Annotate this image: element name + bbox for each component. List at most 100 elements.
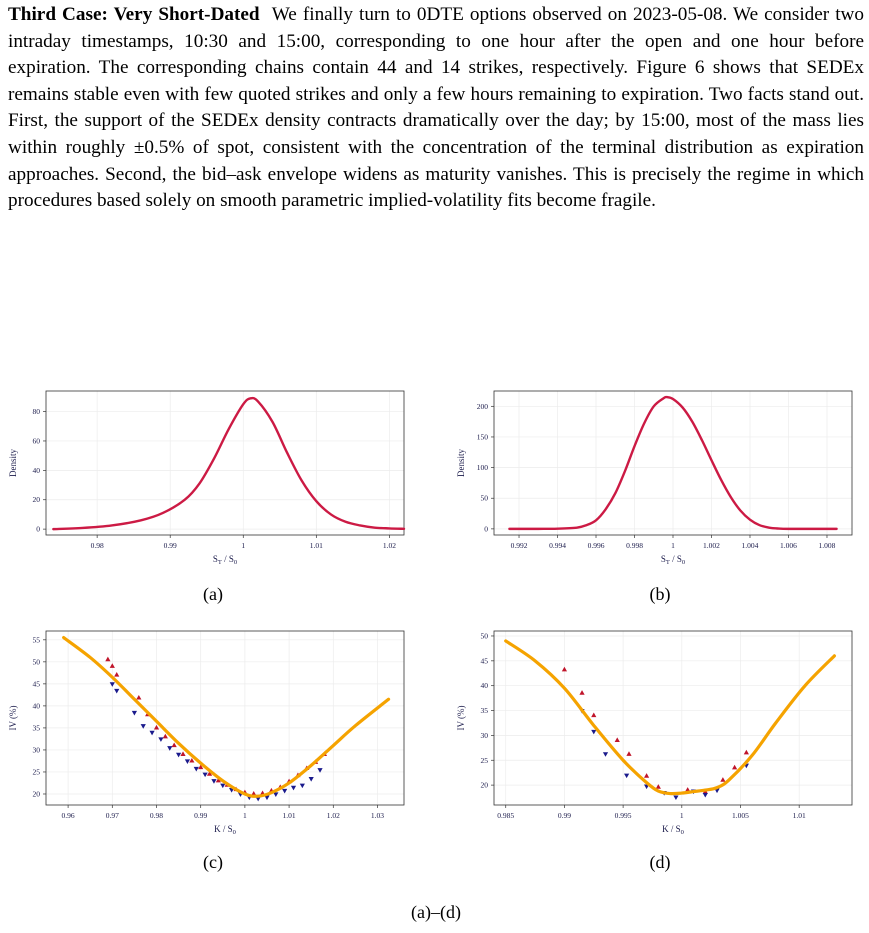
x-axis-label: ST / S0: [661, 554, 685, 566]
y-tick-label: 150: [477, 432, 489, 441]
iv-chart-c: 0.96 0.97 0.98 0.99 1 1.01 1.02 1.03 20 25 30 35 40 4…: [8, 630, 405, 835]
caption-b: (b): [649, 584, 671, 604]
y-tick-label: 40: [481, 681, 489, 690]
x-tick-label: 1.006: [780, 541, 797, 550]
bid-point: [220, 783, 226, 789]
bid-point: [158, 737, 164, 742]
x-tick-label: 1.03: [371, 811, 384, 820]
bid-point: [202, 772, 208, 778]
bid-point: [273, 792, 279, 797]
ask-point: [198, 764, 204, 770]
bid-point: [175, 752, 182, 758]
y-tick-label: 45: [33, 679, 41, 688]
x-axis-label: ST / S0: [213, 554, 237, 566]
y-tick-label: 25: [33, 767, 41, 776]
x-tick-label: 1.01: [310, 541, 323, 550]
x-tick-label: 1: [671, 541, 675, 550]
figure-caption: (a)–(d): [411, 902, 461, 922]
x-tick-label: 1.005: [732, 811, 749, 820]
ask-point: [743, 749, 749, 755]
y-axis-label: IV (%): [8, 705, 18, 730]
x-tick-label: 0.998: [626, 541, 643, 550]
x-tick-label: 0.996: [588, 541, 605, 550]
paragraph-heading: Third Case: Very Short-Dated: [8, 4, 260, 25]
x-axis-label: K / S0: [662, 824, 684, 835]
plot-frame: [493, 630, 853, 806]
ask-point: [206, 771, 213, 776]
bid-point: [193, 766, 199, 772]
ask-point: [732, 764, 738, 770]
bid-point: [673, 795, 679, 801]
y-tick-label: 40: [33, 701, 41, 710]
x-tick-label: 0.98: [150, 811, 163, 820]
bid-point: [255, 796, 261, 802]
ask-point: [114, 672, 120, 677]
bid-point: [702, 792, 708, 798]
y-tick-label: 20: [33, 495, 41, 504]
bid-point: [317, 768, 323, 773]
x-tick-label: 1.02: [383, 541, 396, 550]
x-tick-label: 1.02: [327, 811, 340, 820]
x-tick-label: 1: [241, 541, 245, 550]
x-tick-label: 0.985: [497, 811, 514, 820]
paragraph-body: We finally turn to 0DTE options observed…: [8, 4, 864, 212]
y-tick-label: 35: [481, 706, 489, 715]
ask-point: [591, 712, 597, 718]
y-tick-label: 0: [484, 524, 488, 533]
plot-frame: [45, 630, 405, 806]
figure-panel-b: 0.992 0.994 0.996 0.998 1 1.002 1.004 1.006 1.00…: [456, 385, 864, 575]
density-line: [508, 395, 838, 531]
ask-point: [626, 751, 632, 756]
ask-point: [614, 737, 620, 742]
y-tick-label: 35: [33, 723, 41, 732]
bid-point: [299, 783, 305, 789]
y-axis-label: Density: [456, 449, 466, 477]
y-axis-label: Density: [8, 449, 18, 477]
bid-point: [602, 752, 609, 757]
ask-point: [171, 742, 177, 748]
ask-point: [105, 656, 111, 662]
x-tick-label: 0.992: [511, 541, 528, 550]
bid-point: [282, 788, 288, 794]
ask-point: [685, 787, 691, 792]
y-tick-label: 45: [481, 656, 489, 665]
fit-line: [504, 639, 836, 796]
y-tick-label: 25: [481, 756, 489, 765]
x-tick-label: 0.99: [164, 541, 177, 550]
bid-point: [308, 776, 314, 782]
x-tick-label: 0.99: [558, 811, 571, 820]
y-tick-label: 20: [33, 789, 41, 798]
y-tick-label: 100: [477, 463, 489, 472]
bid-point: [109, 682, 115, 687]
x-tick-label: 1: [680, 811, 684, 820]
ask-point: [561, 666, 568, 672]
x-tick-label: 1.008: [819, 541, 836, 550]
y-tick-label: 60: [33, 436, 41, 445]
y-tick-label: 50: [481, 494, 489, 503]
caption-c: (c): [203, 852, 223, 872]
x-tick-label: 0.98: [91, 541, 104, 550]
y-tick-label: 30: [481, 731, 489, 740]
body-paragraph: Third Case: Very Short-Dated We finally …: [8, 2, 864, 215]
fit-line: [62, 636, 391, 798]
caption-a: (a): [203, 584, 223, 604]
bid-point: [140, 724, 146, 729]
x-tick-label: 1.002: [703, 541, 720, 550]
ask-point: [162, 733, 168, 739]
density-chart-b: 0.992 0.994 0.996 0.998 1 1.002 1.004 1.006 1.00…: [456, 390, 853, 566]
x-tick-label: 1.01: [793, 811, 806, 820]
bid-point: [114, 688, 120, 694]
figure-panel-d: 0.985 0.99 0.995 1 1.005 1.01 20 25 30 35 40 45 50 K …: [456, 625, 864, 835]
ask-point: [215, 777, 221, 783]
figure-panel-a: 0.98 0.99 1 1.01 1.02 0 20 40 60 80 ST / S0 Density: [8, 385, 416, 575]
x-tick-label: 0.995: [615, 811, 632, 820]
x-tick-label: 0.99: [194, 811, 207, 820]
y-axis-label: IV (%): [456, 705, 466, 730]
ask-point: [720, 777, 726, 782]
caption-d: (d): [649, 852, 671, 872]
x-tick-label: 0.97: [106, 811, 119, 820]
y-tick-label: 20: [481, 781, 489, 790]
bid-point: [211, 779, 217, 784]
density-line: [52, 396, 406, 531]
figure-panel-c: 0.96 0.97 0.98 0.99 1 1.01 1.02 1.03 20 25 30 35 40 4…: [8, 625, 416, 835]
